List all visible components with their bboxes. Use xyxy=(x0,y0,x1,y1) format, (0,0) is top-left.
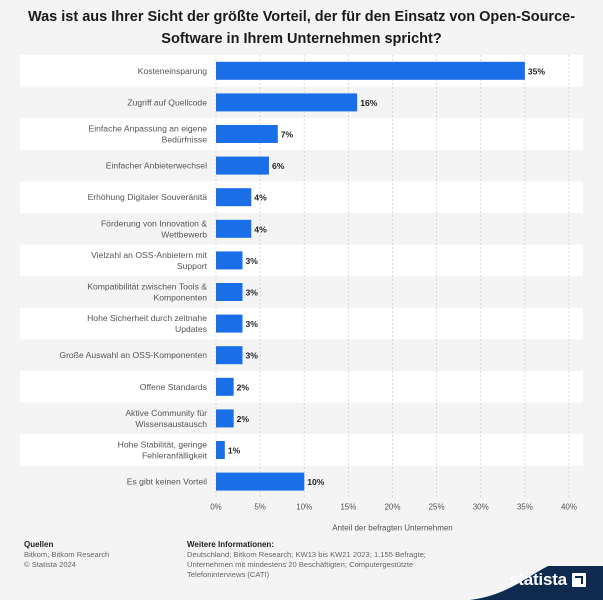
category-label: Große Auswahl an OSS-Komponenten xyxy=(59,350,207,360)
info-line: Telefoninterviews (CATI) xyxy=(187,570,270,579)
x-tick-label: 5% xyxy=(254,502,266,511)
x-tick-label: 20% xyxy=(384,502,400,511)
data-label: 4% xyxy=(254,224,267,234)
category-label: Aktive Community für Wissensaustausch xyxy=(125,408,207,429)
bar xyxy=(216,93,358,112)
statista-logo[interactable]: statista xyxy=(509,570,567,589)
data-label: 4% xyxy=(254,193,267,203)
bar xyxy=(216,156,269,175)
category-label: Einfacher Anbieterwechsel xyxy=(106,161,207,171)
category-label: Einfache Anpassung an eigene Bedürfnisse xyxy=(89,124,208,145)
x-tick-label: 35% xyxy=(517,502,533,511)
x-tick-label: 10% xyxy=(296,502,312,511)
data-label: 1% xyxy=(228,446,241,456)
page-title: Was ist aus Ihrer Sicht der größte Vorte… xyxy=(27,9,576,47)
bar xyxy=(216,441,225,459)
category-label: Kosteneinsparung xyxy=(138,66,207,76)
category-label: Es gibt keinen Vorteil xyxy=(127,477,207,487)
sources-block: Quellen Bitkom; Bitkom Research © Statis… xyxy=(24,540,109,570)
data-label: 16% xyxy=(360,98,378,108)
data-label: 10% xyxy=(307,477,325,487)
data-label: 2% xyxy=(237,382,250,392)
bar xyxy=(216,125,278,143)
copyright-line: © Statista 2024 xyxy=(24,560,77,569)
category-label: Hohe Sicherheit durch zeitnahe Updates xyxy=(87,313,207,334)
info-heading: Weitere Informationen: xyxy=(187,540,274,549)
bar xyxy=(216,472,305,491)
row-band xyxy=(20,244,583,277)
data-label: 3% xyxy=(245,351,258,361)
bar xyxy=(216,251,243,270)
sources-heading: Quellen xyxy=(24,540,54,549)
bar xyxy=(216,314,243,333)
x-tick-label: 0% xyxy=(210,502,222,511)
x-tick-label: 15% xyxy=(340,502,356,511)
data-label: 7% xyxy=(281,130,294,140)
row-band xyxy=(20,118,583,150)
sources-line: Bitkom; Bitkom Research xyxy=(24,550,110,559)
category-label: Kompatibilität zwischen Tools & Komponent… xyxy=(87,282,207,303)
data-label: 6% xyxy=(272,161,285,171)
info-line: Unternehmen mit mindestens 20 Beschäftig… xyxy=(187,560,414,569)
row-band xyxy=(20,434,583,466)
category-label: Erhöhung Digitaler Souveränitä xyxy=(88,192,208,202)
bar xyxy=(216,283,243,301)
row-band xyxy=(20,181,583,213)
data-label: 3% xyxy=(245,319,258,329)
row-band xyxy=(20,371,583,403)
data-label: 3% xyxy=(245,256,258,266)
bar xyxy=(216,346,243,365)
x-axis-title: Anteil der befragten Unternehmen xyxy=(332,523,453,532)
x-tick-label: 30% xyxy=(473,502,489,511)
category-label: Offene Standards xyxy=(140,382,207,392)
category-label: Hohe Stabilität, geringe Fehleranfälligke… xyxy=(118,440,208,461)
bar xyxy=(216,188,252,207)
category-label: Zugriff auf Quellcode xyxy=(127,97,207,107)
bar xyxy=(216,61,525,80)
info-block: Weitere Informationen: Deutschland; Bitk… xyxy=(187,540,426,580)
data-label: 2% xyxy=(237,414,250,424)
data-label: 35% xyxy=(528,66,546,76)
row-band xyxy=(20,307,583,340)
brand-band xyxy=(470,566,603,600)
bar-chart: 0% 5% 10% 15% 20% 25% 30% 35% 40% Anteil der befr… xyxy=(20,55,583,532)
bar xyxy=(216,409,234,428)
bar xyxy=(216,219,252,238)
x-tick-label: 40% xyxy=(561,502,577,511)
x-tick-label: 25% xyxy=(429,502,445,511)
bar xyxy=(216,377,234,396)
category-label: Förderung von Innovation & Wettbewerb xyxy=(101,218,207,239)
category-label: Vielzahl an OSS-Anbietern mit Support xyxy=(91,250,208,271)
statista-logo-icon xyxy=(572,573,586,587)
info-line: Deutschland; Bitkom Research; KW13 bis K… xyxy=(187,550,426,559)
data-label: 3% xyxy=(245,288,258,298)
